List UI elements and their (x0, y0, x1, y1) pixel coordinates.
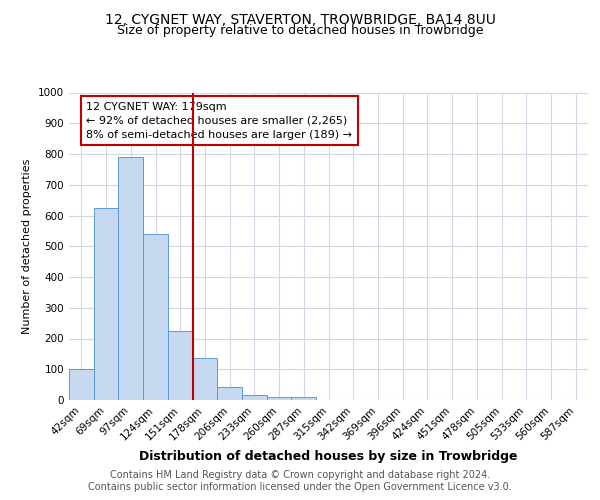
Bar (118, 157, 143, 400)
Bar (143, 234, 168, 400)
Bar (168, 331, 193, 400)
Bar (267, 397, 292, 400)
Bar (242, 396, 267, 400)
Text: Contains public sector information licensed under the Open Government Licence v3: Contains public sector information licen… (88, 482, 512, 492)
Text: Size of property relative to detached houses in Trowbridge: Size of property relative to detached ho… (117, 24, 483, 37)
Bar (217, 387, 242, 400)
Text: Contains HM Land Registry data © Crown copyright and database right 2024.: Contains HM Land Registry data © Crown c… (110, 470, 490, 480)
Bar (292, 397, 316, 400)
Bar (69, 369, 94, 400)
Bar (193, 358, 217, 400)
X-axis label: Distribution of detached houses by size in Trowbridge: Distribution of detached houses by size … (139, 450, 518, 463)
Bar (94, 208, 118, 400)
Text: 12 CYGNET WAY: 179sqm
← 92% of detached houses are smaller (2,265)
8% of semi-de: 12 CYGNET WAY: 179sqm ← 92% of detached … (86, 102, 352, 140)
Y-axis label: Number of detached properties: Number of detached properties (22, 158, 32, 334)
Text: 12, CYGNET WAY, STAVERTON, TROWBRIDGE, BA14 8UU: 12, CYGNET WAY, STAVERTON, TROWBRIDGE, B… (104, 12, 496, 26)
